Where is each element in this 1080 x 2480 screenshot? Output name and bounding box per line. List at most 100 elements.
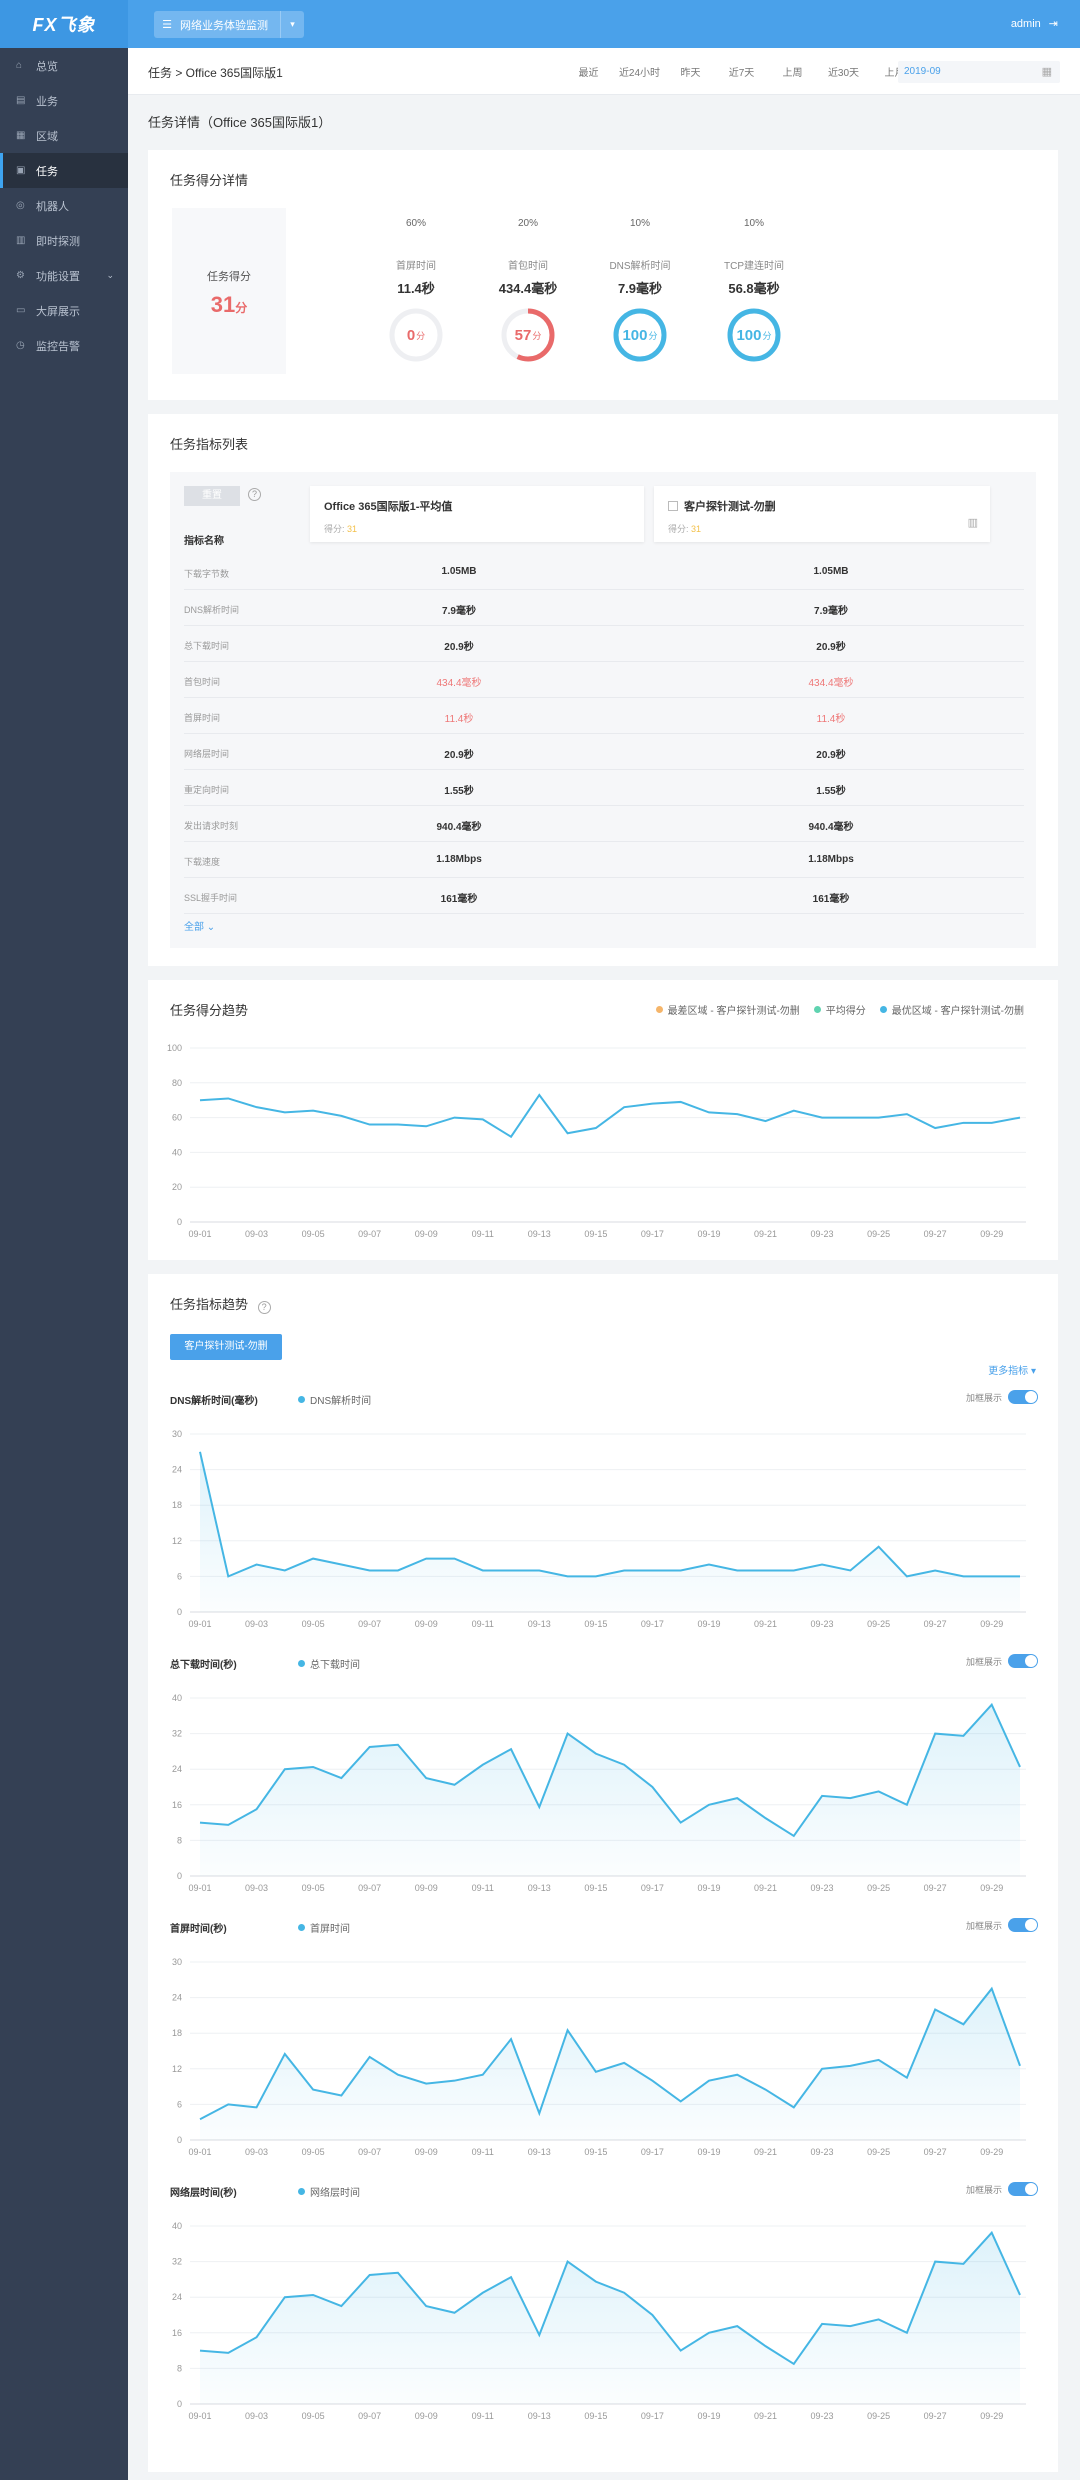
delete-icon[interactable]: ▥ <box>967 517 978 529</box>
time-range-tab[interactable]: 上月 <box>884 68 905 79</box>
nav-icon: ▥ <box>16 235 26 246</box>
reset-button[interactable]: 重置 <box>184 486 240 506</box>
x-tick-label: 09-29 <box>980 1229 1003 1239</box>
y-tick-label: 18 <box>172 1500 182 1510</box>
column-score: 得分: 31 <box>668 524 702 534</box>
x-tick-label: 09-15 <box>584 1229 607 1239</box>
score-detail-card: 任务得分详情 任务得分 31分 60% 首屏时间 11.4秒 0 分 20% 首包时间 434… <box>148 150 1058 400</box>
sidebar-item[interactable]: ◷ 监控告警 <box>0 328 128 363</box>
column-name: Office 365国际版1-平均值 <box>324 501 453 513</box>
time-range-tab[interactable]: 最近 <box>578 68 599 79</box>
probe-filter-button[interactable]: 客户探针测试-勿删 <box>170 1334 282 1360</box>
table-row: 重定向时间 1.55秒 1.55秒 <box>184 770 1024 806</box>
data-point <box>425 1557 428 1560</box>
table-row: 总下载时间 20.9秒 20.9秒 <box>184 626 1024 662</box>
toggle-label: 加框展示 <box>965 2184 1002 2195</box>
data-point <box>227 2351 230 2354</box>
x-tick-label: 09-11 <box>472 1229 494 1239</box>
sidebar-item[interactable]: ▦ 区域 <box>0 118 128 153</box>
sidebar-item[interactable]: ▣ 任务 <box>0 153 128 188</box>
data-point <box>283 1569 286 1572</box>
row-value-probe: 940.4毫秒 <box>808 822 854 833</box>
toggle-switch[interactable] <box>1008 1390 1038 1404</box>
show-all-link[interactable]: 全部 ⌄ <box>184 922 216 933</box>
sidebar-item-label: 总览 <box>36 60 58 73</box>
frame-toggle[interactable]: 加框展示 <box>966 1390 1038 1404</box>
frame-toggle[interactable]: 加框展示 <box>966 1654 1038 1668</box>
sidebar-item[interactable]: ▭ 大屏展示 <box>0 293 128 328</box>
y-tick-label: 16 <box>172 1800 182 1810</box>
sidebar-item-label: 大屏展示 <box>36 305 80 318</box>
data-point <box>792 1109 795 1112</box>
legend-item[interactable]: 最差区域 - 客户探针测试-勿删 <box>655 1002 800 1017</box>
data-point <box>651 1569 654 1572</box>
index-list-card: 任务指标列表 重置 ? 指标名称 Office 365国际版1-平均值 得分: … <box>148 414 1058 966</box>
card-title: 任务指标趋势 ? <box>170 1294 271 1314</box>
time-range-tab[interactable]: 近7天 <box>728 68 755 79</box>
table-row: 下载速度 1.18Mbps 1.18Mbps <box>184 842 1024 878</box>
month-picker[interactable]: 2019-09 ▦ <box>898 61 1060 83</box>
sidebar-item[interactable]: ◎ 机器人 <box>0 188 128 223</box>
user-menu[interactable]: admin ⇥ <box>1011 17 1058 31</box>
data-point <box>594 1752 597 1755</box>
help-icon[interactable]: ? <box>257 1301 271 1314</box>
time-range-tab[interactable]: 近30天 <box>827 68 860 79</box>
logout-icon[interactable]: ⇥ <box>1048 18 1058 30</box>
legend-item[interactable]: 平均得分 <box>813 1002 866 1017</box>
sidebar-item[interactable]: ⚙ 功能设置 ⌄ <box>0 258 128 293</box>
series-line <box>199 2230 1021 2366</box>
chevron-down-icon[interactable]: ⌄ <box>106 270 114 280</box>
x-tick-label: 09-13 <box>528 2147 551 2157</box>
x-tick-label: 09-17 <box>641 2411 664 2421</box>
sidebar-item-label: 区域 <box>36 130 58 143</box>
score-metric: 20% 首包时间 434.4毫秒 <box>478 218 578 297</box>
toggle-switch[interactable] <box>1008 1918 1038 1932</box>
subchart-legend[interactable]: 总下载时间 <box>298 1656 360 1671</box>
project-selector[interactable]: ☰ 网络业务体验监测 ▾ <box>154 11 304 38</box>
x-tick-label: 09-25 <box>867 2147 890 2157</box>
data-point <box>199 1450 202 1453</box>
time-range-tab[interactable]: 昨天 <box>680 68 701 79</box>
frame-toggle[interactable]: 加框展示 <box>966 2182 1038 2196</box>
data-point <box>566 1575 569 1578</box>
sidebar-item[interactable]: ⌂ 总览 <box>0 48 128 83</box>
toggle-switch[interactable] <box>1008 1654 1038 1668</box>
task-score-box: 任务得分 31分 <box>172 208 286 374</box>
data-point <box>566 1732 569 1735</box>
sidebar-item[interactable]: ▥ 即时探测 <box>0 223 128 258</box>
subchart-legend[interactable]: 首屏时间 <box>298 1920 350 1935</box>
frame-toggle[interactable]: 加框展示 <box>966 1918 1038 1932</box>
data-point <box>934 1127 937 1130</box>
data-point <box>679 2100 682 2103</box>
more-metrics-dropdown[interactable]: 更多指标 ▾ <box>988 1366 1036 1377</box>
toggle-switch[interactable] <box>1008 2182 1038 2196</box>
data-point <box>255 2106 258 2109</box>
x-tick-label: 09-13 <box>528 1883 551 1893</box>
time-range-tab[interactable]: 上周 <box>782 68 803 79</box>
data-point <box>453 2311 456 2314</box>
column-checkbox[interactable] <box>668 501 678 511</box>
legend-item[interactable]: 最优区域 - 客户探针测试-勿删 <box>879 1002 1024 1017</box>
x-tick-label: 09-25 <box>867 1883 890 1893</box>
subchart-legend[interactable]: 网络层时间 <box>298 2184 360 2199</box>
x-tick-label: 09-27 <box>924 1619 947 1629</box>
data-point <box>340 1777 343 1780</box>
chevron-down-icon[interactable]: ▾ <box>280 11 304 38</box>
data-point <box>255 1106 258 1109</box>
toggle-label: 加框展示 <box>965 1656 1002 1667</box>
calendar-icon[interactable]: ▦ <box>1041 66 1052 78</box>
x-tick-label: 09-01 <box>188 1883 211 1893</box>
time-range-tab[interactable]: 近24小时 <box>618 68 661 79</box>
sidebar-item[interactable]: ▤ 业务 <box>0 83 128 118</box>
sidebar-item-label: 监控告警 <box>36 340 80 353</box>
data-point <box>764 1569 767 1572</box>
y-tick-label: 16 <box>172 2328 182 2338</box>
app-logo[interactable]: FX飞象 <box>0 0 128 48</box>
x-tick-label: 09-11 <box>472 1883 494 1893</box>
legend-label: 总下载时间 <box>310 1660 360 1671</box>
subchart-legend[interactable]: DNS解析时间 <box>298 1392 371 1407</box>
help-icon[interactable]: ? <box>248 488 261 501</box>
data-point <box>962 1734 965 1737</box>
data-point <box>510 2276 513 2279</box>
